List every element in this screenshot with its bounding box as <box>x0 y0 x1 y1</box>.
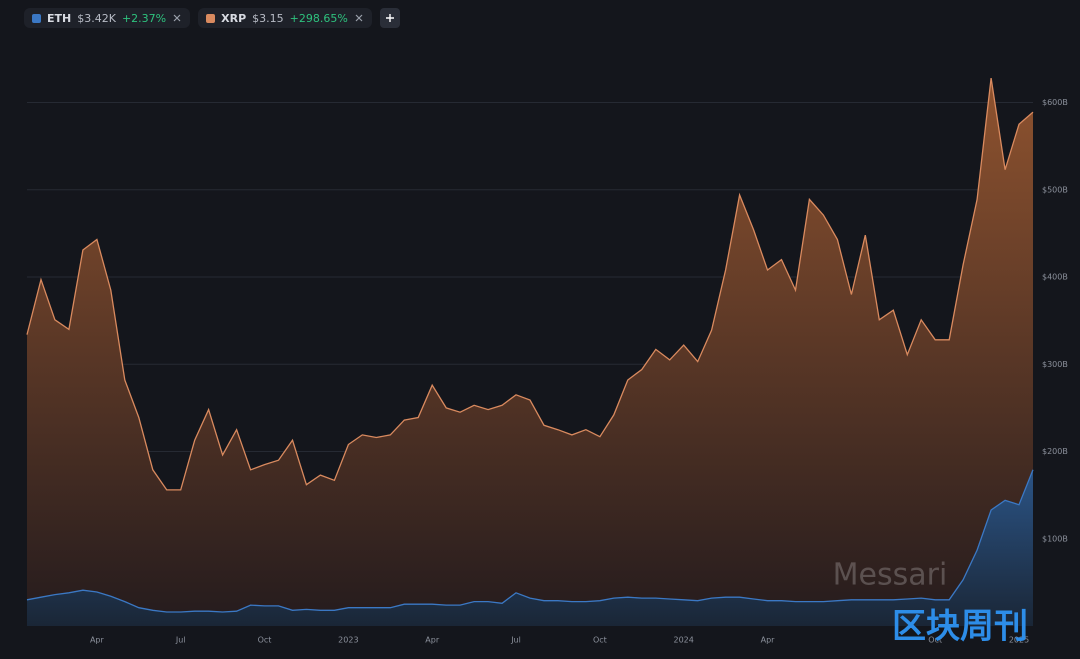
x-tick-label: 2025 <box>1009 636 1029 645</box>
x-tick-label: Apr <box>425 636 440 645</box>
x-tick-label: 2024 <box>674 636 694 645</box>
x-tick-label: Oct <box>593 636 607 645</box>
series-line <box>26 469 1034 613</box>
legend-name: XRP <box>221 11 247 25</box>
series-line <box>26 78 1034 491</box>
legend-swatch <box>32 13 41 23</box>
y-tick-label: $500B <box>1042 185 1068 194</box>
legend-item[interactable]: XRP $3.15 +298.65% <box>198 8 372 28</box>
legend-price: $3.42K <box>77 11 116 25</box>
area <box>27 78 1033 627</box>
watermark: 区块周刊 <box>892 607 1028 647</box>
legend-swatch <box>206 13 216 23</box>
plus-icon <box>385 14 394 22</box>
legend-change: +298.65% <box>289 11 348 25</box>
y-tick-label: $200B <box>1042 447 1068 456</box>
y-tick-label: $300B <box>1042 360 1068 369</box>
x-tick-label: Apr <box>761 636 776 645</box>
x-tick-label: Apr <box>90 636 105 645</box>
x-tick-label: Jul <box>175 636 186 645</box>
x-tick-label: Jul <box>510 636 521 645</box>
x-tick-label: 2023 <box>338 636 358 645</box>
x-tick-label: Oct <box>258 636 272 645</box>
watermark: Messari <box>833 558 948 593</box>
add-button[interactable] <box>379 8 400 28</box>
y-tick-label: $100B <box>1042 534 1068 543</box>
x-tick-label: Oct <box>928 636 942 645</box>
legend-change: +2.37% <box>121 11 167 25</box>
y-tick-label: $400B <box>1042 273 1068 282</box>
close-icon[interactable] <box>354 13 364 23</box>
legend: ETH $3.42K +2.37% XRP $3.15 +298.65% <box>24 8 400 28</box>
y-tick-label: $600B <box>1042 98 1068 107</box>
legend-price: $3.15 <box>252 11 284 25</box>
area <box>27 469 1033 626</box>
legend-name: ETH <box>47 11 72 25</box>
close-icon[interactable] <box>172 13 182 23</box>
legend-item[interactable]: ETH $3.42K +2.37% <box>24 8 191 28</box>
